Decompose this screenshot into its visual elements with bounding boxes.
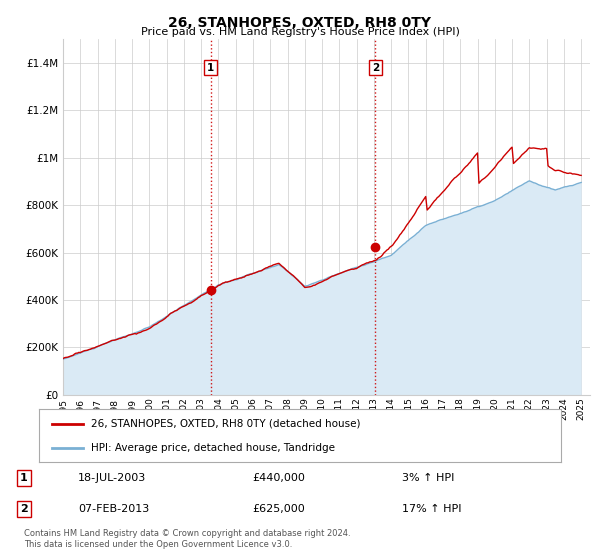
Text: Price paid vs. HM Land Registry's House Price Index (HPI): Price paid vs. HM Land Registry's House … — [140, 27, 460, 37]
Text: 07-FEB-2013: 07-FEB-2013 — [78, 504, 149, 514]
Text: 18-JUL-2003: 18-JUL-2003 — [78, 473, 146, 483]
Text: 2: 2 — [372, 63, 379, 73]
Text: HPI: Average price, detached house, Tandridge: HPI: Average price, detached house, Tand… — [91, 442, 335, 452]
Text: 26, STANHOPES, OXTED, RH8 0TY (detached house): 26, STANHOPES, OXTED, RH8 0TY (detached … — [91, 419, 361, 429]
Text: 17% ↑ HPI: 17% ↑ HPI — [402, 504, 461, 514]
Text: Contains HM Land Registry data © Crown copyright and database right 2024.
This d: Contains HM Land Registry data © Crown c… — [24, 529, 350, 549]
Text: 2: 2 — [20, 504, 28, 514]
Text: 1: 1 — [20, 473, 28, 483]
Text: £440,000: £440,000 — [252, 473, 305, 483]
Text: 26, STANHOPES, OXTED, RH8 0TY: 26, STANHOPES, OXTED, RH8 0TY — [169, 16, 431, 30]
Text: 1: 1 — [207, 63, 214, 73]
Text: 3% ↑ HPI: 3% ↑ HPI — [402, 473, 454, 483]
Text: £625,000: £625,000 — [252, 504, 305, 514]
